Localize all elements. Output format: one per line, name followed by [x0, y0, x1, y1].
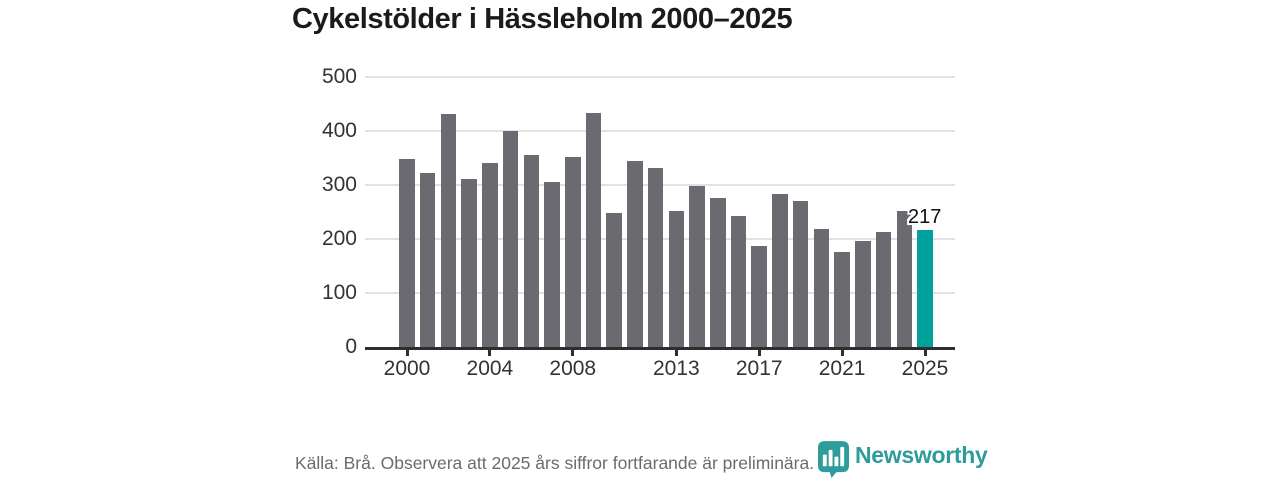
gridline-400	[365, 130, 955, 132]
bar-2025-highlighted	[917, 229, 933, 347]
newsworthy-wordmark: Newsworthy	[855, 442, 988, 468]
x-tick-2013	[674, 350, 678, 356]
x-tick-label-2017: 2017	[735, 357, 783, 380]
value-annotation-2025: 217	[908, 205, 942, 228]
bar-2022	[855, 241, 871, 347]
bar-2013	[668, 211, 685, 347]
source-note: Källa: Brå. Observera att 2025 års siffr…	[295, 453, 815, 473]
x-tick-label-2008: 2008	[549, 357, 597, 380]
bar-2000	[399, 158, 415, 347]
x-tick-2017	[757, 350, 761, 356]
y-tick-label-200: 200	[321, 227, 357, 250]
newsworthy-logo: Newsworthy	[818, 441, 988, 478]
bar-2020	[813, 229, 830, 347]
x-tick-2000	[405, 350, 409, 356]
y-tick-label-300: 300	[321, 173, 357, 196]
y-tick-label-400: 400	[321, 119, 357, 142]
x-tick-label-2013: 2013	[653, 357, 700, 380]
x-tick-label-2004: 2004	[466, 357, 514, 380]
bar-2014	[689, 186, 705, 347]
bar-2009	[585, 113, 602, 347]
bar-2002	[440, 114, 457, 347]
bar-2005	[502, 131, 519, 347]
bar-2007	[544, 182, 560, 347]
x-tick-label-2025: 2025	[901, 357, 949, 380]
x-tick-2004	[488, 350, 492, 356]
gridline-500	[365, 76, 955, 78]
bar-2021	[834, 251, 850, 347]
bar-2011	[627, 161, 643, 347]
bar-2012	[647, 167, 664, 347]
bar-2010	[606, 212, 622, 347]
newsworthy-barchart-pin-icon	[818, 441, 849, 478]
bar-2015	[710, 197, 726, 347]
chart-title: Cykelstölder i Hässleholm 2000–2025	[292, 3, 793, 35]
x-tick-2008	[571, 350, 575, 356]
x-tick-2025	[923, 350, 927, 356]
y-tick-label-500: 500	[321, 65, 357, 88]
bar-2018	[772, 193, 788, 347]
bar-2024	[896, 210, 913, 347]
bar-2017	[751, 246, 767, 347]
bar-2019	[792, 201, 809, 347]
bar-2001	[419, 172, 436, 347]
x-axis-line	[365, 347, 955, 350]
y-tick-label-0: 0	[345, 335, 357, 358]
bar-2006	[523, 154, 540, 347]
bar-2008	[565, 156, 581, 347]
bar-2003	[461, 178, 477, 347]
x-tick-label-2000: 2000	[383, 357, 431, 380]
bar-2023	[875, 231, 892, 347]
plot-area	[365, 76, 955, 347]
x-tick-label-2021: 2021	[818, 357, 866, 380]
bar-2016	[730, 215, 747, 347]
x-tick-2021	[840, 350, 844, 356]
bar-2004	[482, 162, 498, 347]
y-tick-label-100: 100	[321, 281, 357, 304]
